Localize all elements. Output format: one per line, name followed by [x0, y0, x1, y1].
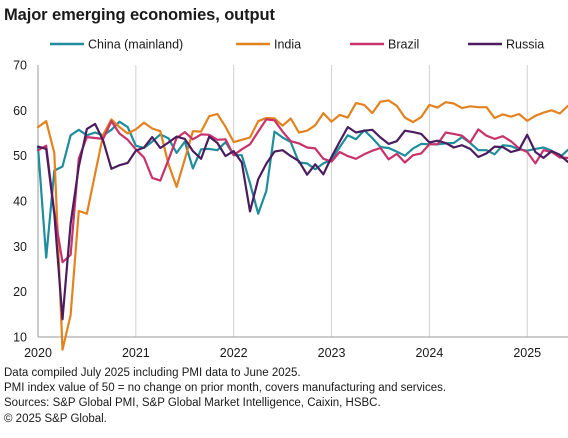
footnote-pmi-definition: PMI index value of 50 = no change on pri… [4, 382, 447, 395]
x-tick-label: 2023 [318, 346, 346, 360]
y-tick-label: 20 [13, 285, 27, 299]
legend-label-india: India [274, 38, 301, 52]
x-tick-label: 2024 [415, 346, 443, 360]
footnotes: Data compiled July 2025 including PMI da… [4, 366, 446, 427]
series-line-brazil [36, 118, 568, 264]
y-tick-label: 10 [13, 331, 27, 345]
series-line-china-mainland [36, 120, 568, 259]
chart-title: Major emerging economies, output [4, 6, 275, 24]
y-tick-label: 60 [13, 104, 27, 118]
x-tick-label: 2020 [24, 346, 52, 360]
y-tick-label: 50 [13, 149, 27, 163]
y-tick-label: 40 [13, 195, 27, 209]
x-tick-label: 2022 [220, 346, 248, 360]
x-tick-label: 2025 [513, 346, 541, 360]
legend-label-russia: Russia [506, 38, 544, 52]
legend-label-china-mainland: China (mainland) [88, 38, 183, 52]
y-tick-label: 70 [13, 59, 27, 73]
series-line-india [36, 99, 568, 351]
x-tick-label: 2021 [122, 346, 150, 360]
footnote-data-compiled: Data compiled July 2025 including PMI da… [4, 367, 301, 379]
series-line-russia [36, 122, 568, 321]
y-tick-label: 30 [13, 240, 27, 254]
footnote-sources: Sources: S&P Global PMI, S&P Global Mark… [4, 397, 381, 410]
footnote-copyright: © 2025 S&P Global. [4, 412, 107, 425]
legend-label-brazil: Brazil [388, 38, 419, 52]
